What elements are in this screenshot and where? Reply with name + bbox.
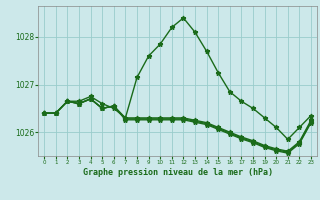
X-axis label: Graphe pression niveau de la mer (hPa): Graphe pression niveau de la mer (hPa): [83, 168, 273, 177]
